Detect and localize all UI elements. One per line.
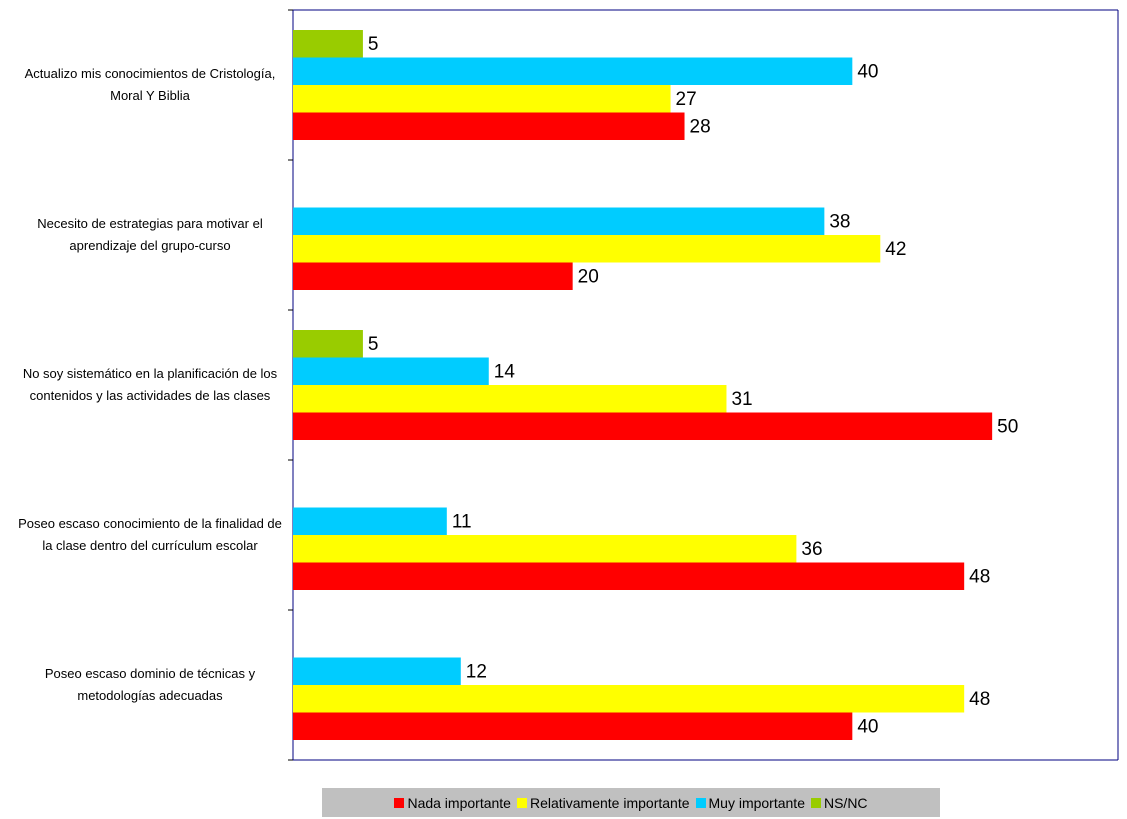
- legend-label: Relativamente importante: [529, 794, 690, 811]
- category-label: Poseo escaso conocimiento de la finalida…: [18, 516, 282, 553]
- legend-item: NS/NC: [810, 794, 868, 811]
- value-label: 38: [829, 211, 850, 232]
- value-label: 5: [368, 34, 379, 55]
- value-label: 31: [731, 389, 752, 410]
- bar: [293, 385, 727, 413]
- bar: [293, 30, 363, 58]
- legend-label: Nada importante: [407, 794, 511, 811]
- bar: [293, 330, 363, 358]
- value-label: 14: [494, 361, 516, 382]
- bar: [293, 507, 447, 535]
- legend-item: Nada importante: [394, 795, 511, 811]
- bar: [293, 712, 853, 740]
- value-label: 28: [690, 116, 711, 137]
- value-label: 48: [969, 566, 990, 587]
- bar: [293, 685, 965, 713]
- legend: Nada importante Relativamente importante M…: [322, 788, 940, 817]
- bar: [293, 262, 573, 290]
- category-label: Actualizo mis conocimientos de Cristolog…: [24, 66, 276, 103]
- legend-label: NS/NC: [823, 794, 868, 811]
- category-label: Necesito de estrategias para motivar el …: [37, 216, 263, 253]
- bar: [293, 85, 671, 113]
- bar: [293, 57, 853, 85]
- legend-swatch: [516, 797, 527, 808]
- value-label: 12: [466, 661, 487, 682]
- category-label: Poseo escaso dominio de técnicas y metod…: [44, 666, 256, 703]
- bar: [293, 207, 825, 235]
- value-label: 50: [997, 416, 1018, 437]
- category-label: No soy sistemático en la planificación d…: [22, 366, 278, 403]
- bar: [293, 562, 965, 590]
- bar: [293, 657, 461, 685]
- value-label: 40: [857, 716, 878, 737]
- value-label: 11: [452, 511, 472, 532]
- bar: [293, 112, 685, 140]
- legend-swatch: [394, 797, 405, 808]
- value-label: 48: [969, 689, 990, 710]
- bar: [293, 412, 993, 440]
- legend-swatch: [695, 797, 706, 808]
- legend-swatch: [810, 797, 821, 808]
- value-label: 5: [368, 334, 379, 355]
- value-label: 40: [857, 61, 878, 82]
- legend-item: Muy importante: [695, 794, 805, 811]
- value-label: 27: [676, 89, 697, 110]
- legend-label: Muy importante: [708, 794, 805, 811]
- legend-item: Relativamente importante: [516, 794, 690, 811]
- bar: [293, 357, 489, 385]
- bar: [293, 235, 881, 263]
- value-label: 42: [885, 239, 906, 260]
- value-label: 20: [578, 266, 599, 287]
- bar: [293, 535, 797, 563]
- value-label: 36: [801, 539, 822, 560]
